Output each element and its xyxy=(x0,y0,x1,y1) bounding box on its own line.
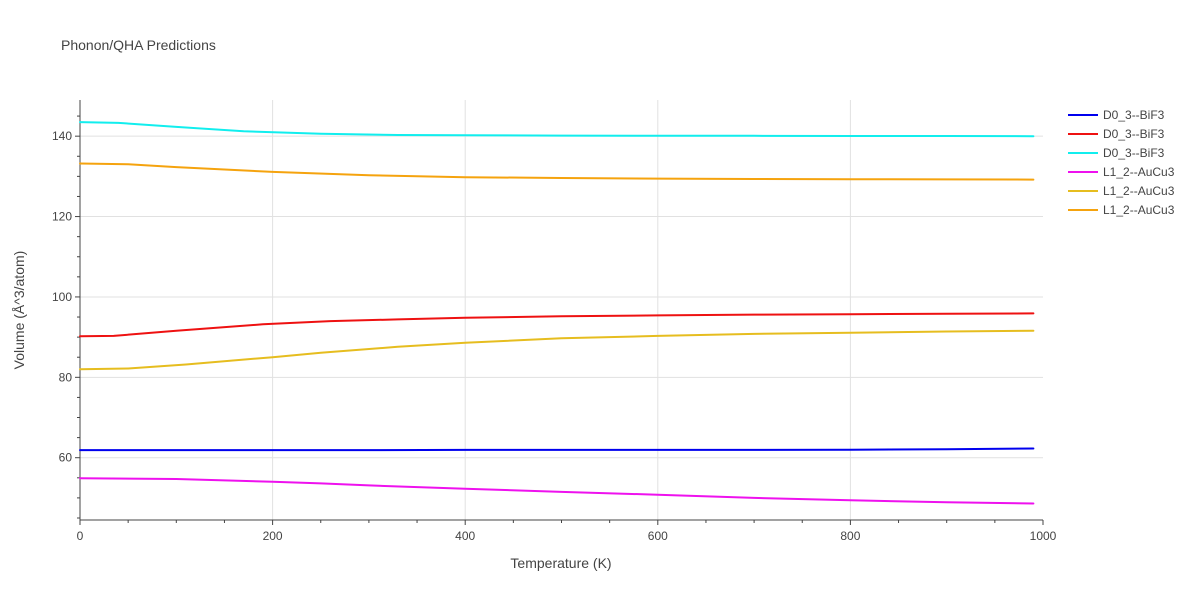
x-tick-label: 400 xyxy=(455,529,475,543)
series-lines xyxy=(79,121,1035,505)
legend-item-4[interactable]: L1_2--AuCu3 xyxy=(1068,165,1175,179)
grid-lines xyxy=(80,100,1043,520)
series-line-4 xyxy=(79,477,1035,505)
x-tick-label: 600 xyxy=(648,529,668,543)
legend-item-3[interactable]: D0_3--BiF3 xyxy=(1068,146,1165,160)
legend[interactable]: D0_3--BiF3 D0_3--BiF3 D0_3--BiF3 L1_2--AuCu… xyxy=(1068,108,1175,217)
tick-labels: 0 200 400 600 800 1000 60 80 100 120 140 xyxy=(52,129,1057,543)
legend-item-5[interactable]: L1_2--AuCu3 xyxy=(1068,184,1175,198)
legend-item-6[interactable]: L1_2--AuCu3 xyxy=(1068,203,1175,217)
series-line-1 xyxy=(79,447,1035,452)
y-tick-label: 80 xyxy=(59,370,73,384)
y-axis-label: Volume (Å^3/atom) xyxy=(11,251,27,370)
legend-item-1[interactable]: D0_3--BiF3 xyxy=(1068,108,1165,122)
y-tick-label: 140 xyxy=(52,129,72,143)
legend-label[interactable]: D0_3--BiF3 xyxy=(1103,108,1165,122)
x-tick-label: 200 xyxy=(263,529,283,543)
x-tick-label: 800 xyxy=(840,529,860,543)
legend-item-2[interactable]: D0_3--BiF3 xyxy=(1068,127,1165,141)
y-tick-label: 100 xyxy=(52,290,72,304)
x-tick-label: 1000 xyxy=(1030,529,1057,543)
series-line-5 xyxy=(79,329,1035,371)
y-tick-label: 60 xyxy=(59,451,73,465)
legend-label[interactable]: L1_2--AuCu3 xyxy=(1103,165,1175,179)
series-line-2 xyxy=(79,312,1035,338)
legend-label[interactable]: D0_3--BiF3 xyxy=(1103,146,1165,160)
axes xyxy=(75,100,1044,525)
x-tick-label: 0 xyxy=(77,529,84,543)
x-axis-label: Temperature (K) xyxy=(510,555,611,571)
legend-label[interactable]: L1_2--AuCu3 xyxy=(1103,203,1175,217)
legend-label[interactable]: L1_2--AuCu3 xyxy=(1103,184,1175,198)
y-tick-label: 120 xyxy=(52,210,72,224)
series-line-3 xyxy=(79,121,1035,138)
chart-title: Phonon/QHA Predictions xyxy=(61,37,216,53)
series-line-6 xyxy=(79,162,1035,181)
legend-label[interactable]: D0_3--BiF3 xyxy=(1103,127,1165,141)
